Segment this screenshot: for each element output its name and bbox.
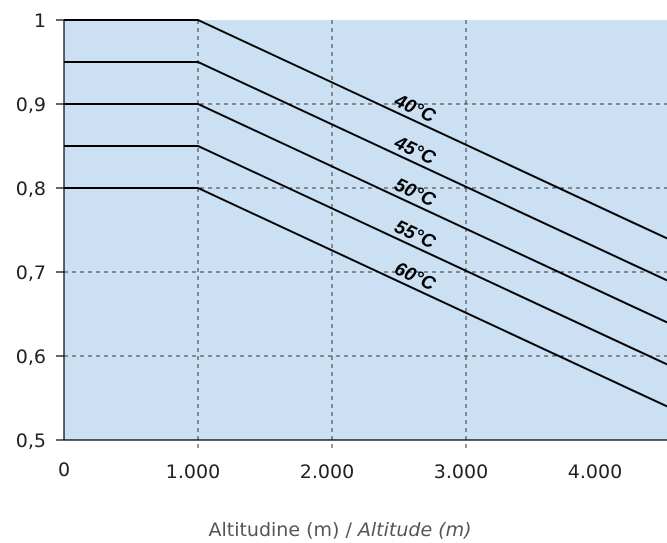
y-tick-label: 0,6 xyxy=(16,346,46,368)
series-line xyxy=(64,61,667,282)
x-tick-label: 1.000 xyxy=(166,461,220,483)
x-tick-label: 3.000 xyxy=(434,461,488,483)
x-axis-label-main: Altitudine (m) / xyxy=(208,519,357,541)
y-tick-label: 1 xyxy=(34,10,46,32)
y-tick-label: 0,9 xyxy=(16,94,46,116)
tick-labels: 0,5 0,6 0,7 0,8 0,9 1 0 1.000 2.000 3.000 4.000 xyxy=(16,10,622,483)
y-tick-label: 0,8 xyxy=(16,178,46,200)
plot-background xyxy=(64,20,667,440)
grid-lines xyxy=(56,20,667,450)
x-tick-label: 4.000 xyxy=(568,461,622,483)
x-axis-label: Altitudine (m) / Altitude (m) xyxy=(208,519,471,541)
series-line xyxy=(64,145,667,366)
series-line xyxy=(64,187,667,408)
x-axis-label-italic: Altitude (m) xyxy=(356,519,472,541)
y-tick-label: 0,5 xyxy=(16,430,46,452)
x-tick-label: 2.000 xyxy=(300,461,354,483)
x-tick-label: 0 xyxy=(58,459,70,481)
axes xyxy=(56,19,667,441)
series-line xyxy=(64,19,667,240)
series-lines xyxy=(64,19,667,408)
series-line xyxy=(64,103,667,324)
y-tick-label: 0,7 xyxy=(16,262,46,284)
